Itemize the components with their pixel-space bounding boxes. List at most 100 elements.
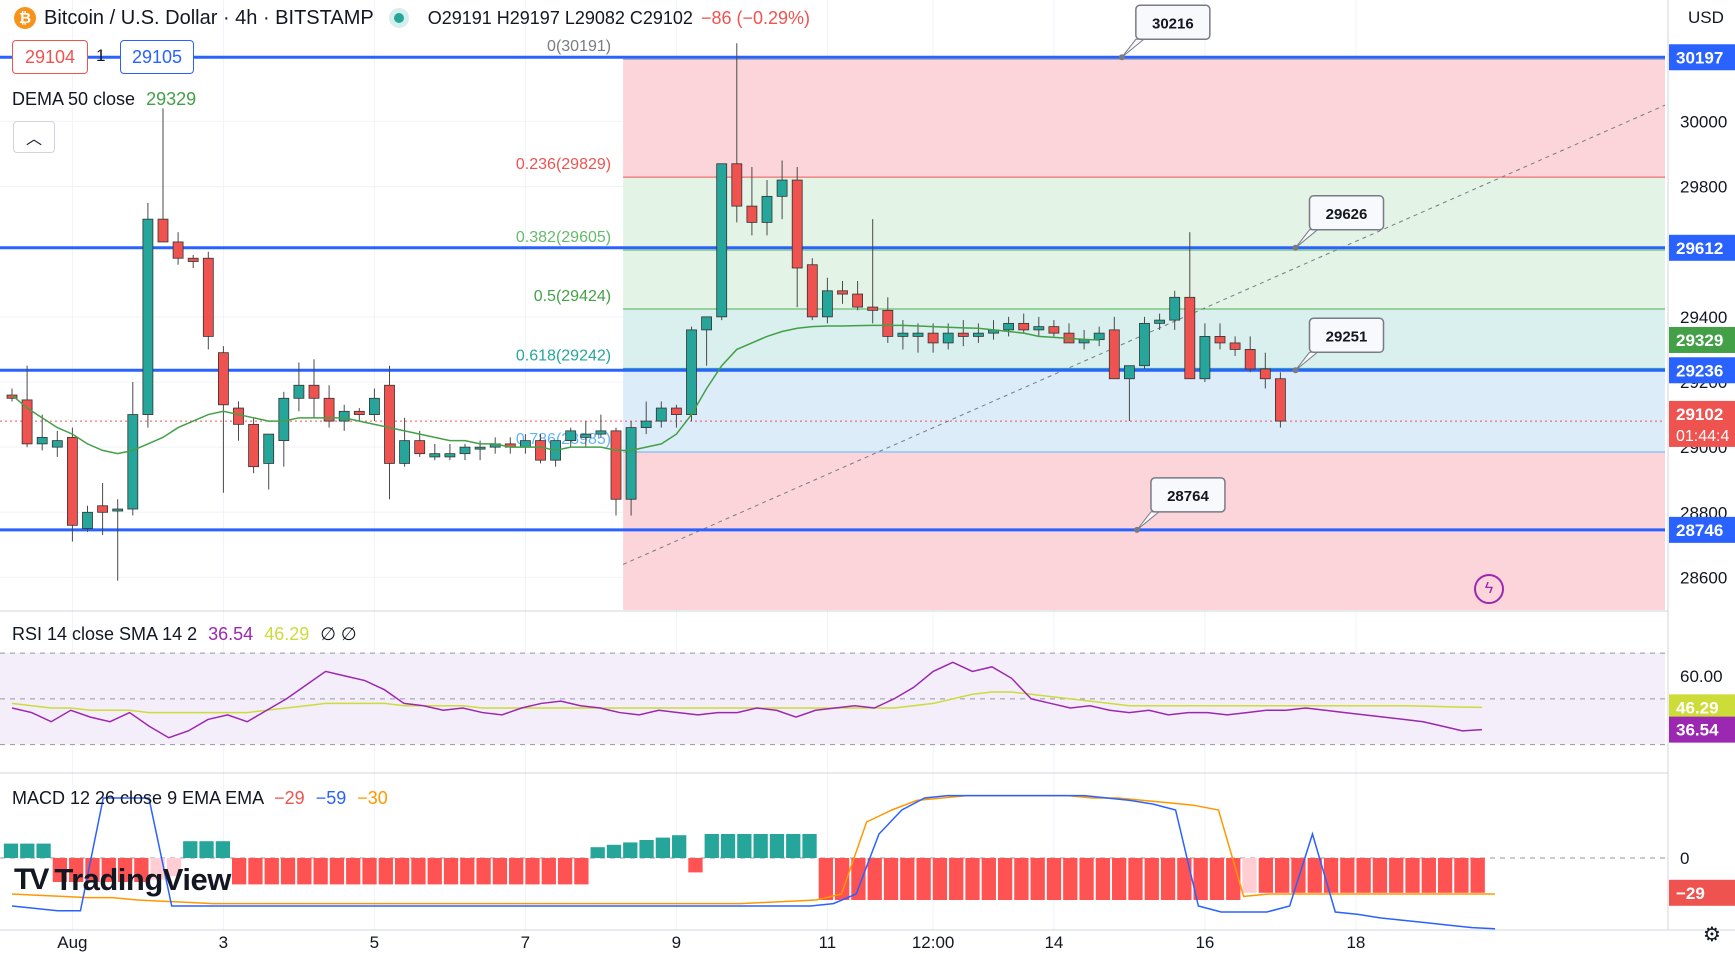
candle-body (761, 195, 773, 223)
time-axis-tick: 12:00 (912, 933, 955, 952)
candle-body (1093, 332, 1105, 341)
price-callout: 29251 (1292, 317, 1385, 374)
price-tag: 29329 (1676, 331, 1723, 350)
candle (655, 401, 667, 428)
macd-histogram-bar (1470, 858, 1485, 893)
rsi-legend[interactable]: RSI 14 close SMA 14 2 36.54 46.29 ∅ ∅ (12, 624, 357, 645)
macd-histogram-bar (394, 858, 410, 885)
macd-histogram-bar (346, 858, 361, 885)
macd-tag-bg (1669, 879, 1735, 906)
tradingview-logo[interactable]: TV TradingView (14, 862, 231, 898)
candle-body (1124, 365, 1135, 380)
price-axis-tick: 29400 (1680, 308, 1727, 327)
candle (761, 180, 773, 236)
rsi-tag: 46.29 (1676, 698, 1719, 717)
candle (429, 443, 441, 461)
macd-histogram-bar (297, 858, 312, 885)
candle-body (927, 332, 939, 344)
candle (580, 421, 592, 448)
candle-body (1244, 349, 1256, 370)
candle-body (97, 505, 108, 513)
rsi-tag: 36.54 (1676, 721, 1719, 740)
candle-body (172, 241, 184, 259)
symbol-title[interactable]: Bitcoin / U.S. Dollar · 4h · BITSTAMP (44, 6, 374, 29)
candle-body (384, 384, 395, 464)
lightning-icon[interactable]: ϟ (1474, 574, 1504, 604)
candle-body (625, 427, 637, 500)
macd-histogram-bar (1046, 858, 1062, 900)
macd-histogram-bar (1193, 858, 1208, 900)
dema-legend[interactable]: DEMA 50 close 29329 (12, 89, 196, 110)
candle-body (912, 332, 924, 337)
candle (414, 430, 426, 457)
macd-histogram-bar (672, 835, 687, 858)
macd-histogram-bar (525, 858, 540, 885)
macd-histogram-bar (69, 858, 84, 882)
candle (746, 167, 758, 236)
macd-histogram-bar (1258, 858, 1273, 893)
rsi-tag-bg (1669, 694, 1735, 721)
collapse-legend-button[interactable]: ︿ (13, 121, 55, 153)
macd-histogram-bar (509, 858, 524, 885)
candle-body (686, 329, 697, 415)
candle-body (1214, 335, 1226, 344)
candle (791, 167, 803, 308)
callout-label: 29251 (1326, 328, 1368, 345)
candle (1229, 336, 1241, 356)
candle (368, 388, 380, 422)
candle-body (882, 309, 894, 337)
candle-body (535, 440, 546, 461)
price-callout: 28764 (1133, 477, 1226, 533)
macd-histogram-bar (541, 858, 556, 885)
candle-body (414, 440, 426, 455)
buy-button[interactable]: 29105 (120, 40, 194, 74)
candle (157, 108, 169, 243)
macd-histogram-bar (655, 837, 671, 858)
candle-body (82, 511, 93, 529)
macd-histogram-bar (1144, 858, 1159, 900)
candle-body (21, 399, 33, 445)
candle-body (746, 205, 758, 223)
candle (867, 219, 879, 324)
time-axis-tick: 3 (219, 933, 228, 952)
candle-body (671, 407, 682, 415)
callout-pointer (1121, 38, 1146, 58)
currency-label[interactable]: USD (1688, 8, 1724, 27)
macd-signal-line (11, 794, 1495, 905)
candle-body (640, 420, 652, 429)
candle (1199, 323, 1211, 382)
candle-body (867, 306, 879, 311)
time-axis-tick: 18 (1346, 933, 1365, 952)
market-status-icon (393, 13, 404, 23)
price-tag-bg (1669, 357, 1735, 384)
price-callout: 29626 (1292, 195, 1385, 251)
gear-icon[interactable]: ⚙ (1703, 924, 1721, 946)
candle-body (776, 179, 788, 197)
callout-label: 29626 (1326, 206, 1368, 223)
macd-histogram-bar (688, 858, 703, 873)
callout-box (1308, 195, 1385, 231)
macd-histogram-bar (1323, 858, 1339, 893)
macd-signal-value: −30 (357, 788, 388, 808)
dema-value: 29329 (146, 89, 197, 109)
candle-body (580, 433, 592, 438)
price-axis-tick: 30000 (1680, 112, 1727, 131)
macd-histogram-bar (476, 858, 491, 885)
candle-body (837, 290, 848, 295)
time-axis-tick: 9 (672, 933, 681, 952)
sell-button[interactable]: 29104 (12, 40, 88, 74)
macd-legend[interactable]: MACD 12 26 close 9 EMA EMA −29 −59 −30 (12, 788, 388, 809)
candle-body (852, 293, 863, 308)
candle-body (36, 436, 48, 445)
rsi-line (11, 661, 1483, 739)
candle (973, 323, 984, 343)
candle-body (1229, 342, 1241, 350)
macd-histogram-bar (1030, 858, 1045, 900)
candle-body (293, 384, 305, 399)
tradingview-logo-text: TradingView (54, 862, 231, 897)
candle-body (1139, 322, 1150, 367)
candle (686, 326, 697, 422)
macd-histogram-bar (704, 834, 719, 858)
candle (912, 323, 924, 353)
